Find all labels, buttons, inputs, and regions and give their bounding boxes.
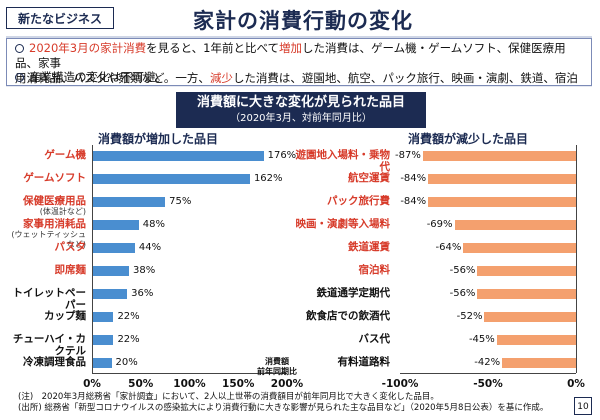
increase-category-label: カップ麺 xyxy=(44,310,86,322)
decrease-category-label: 有料道路料 xyxy=(337,356,391,368)
summary-text: した消費は、ゲーム機・ゲームソフト、保健医療用品、家事 xyxy=(15,41,566,70)
left-axis-note: 消費額 前年同期比 xyxy=(257,357,297,376)
decrease-bar xyxy=(463,243,576,253)
chart-banner-title: 消費額に大きな変化が見られた品目 xyxy=(196,95,405,110)
page-number: 10 xyxy=(574,397,592,415)
increase-value-label: 48% xyxy=(142,219,166,230)
increase-value-label: 36% xyxy=(131,288,154,299)
increase-value-label: 22% xyxy=(117,311,140,322)
increase-bar xyxy=(92,243,135,253)
increase-bar xyxy=(92,220,139,230)
decrease-bar xyxy=(428,197,576,207)
increase-bar xyxy=(92,266,130,276)
right-chart-title: 消費額が減少した品目 xyxy=(408,132,529,146)
increase-value-label: 44% xyxy=(138,242,162,253)
decrease-bar xyxy=(422,151,576,161)
decrease-bar xyxy=(428,174,576,184)
decrease-category-label: 映画・演劇等入場料 xyxy=(295,218,391,230)
decrease-category-label: バス代 xyxy=(358,333,391,345)
increase-category-label: 即席麺 xyxy=(54,264,87,276)
increase-axis-tick: 100% xyxy=(173,378,206,390)
increase-value-label: 22% xyxy=(117,334,140,345)
increase-axis-tick: 150% xyxy=(222,378,255,390)
summary-bullet-1: 2020年3月の家計消費を見ると、1年前と比べて増加した消費は、ゲーム機・ゲーム… xyxy=(15,41,585,101)
increase-value-label: 162% xyxy=(253,173,283,184)
increase-bar xyxy=(92,358,112,368)
summary-box: 2020年3月の家計消費を見ると、1年前と比べて増加した消費は、ゲーム機・ゲーム… xyxy=(6,38,592,100)
increase-category-label: 冷凍調理食品 xyxy=(23,356,86,368)
footnote-2: (出所) 総務省「新型コロナウイルスの感染拡大により消費行動に大きな影響が見られ… xyxy=(18,403,549,413)
increase-axis-line xyxy=(92,373,287,374)
increase-category-label: 家事用消耗品 xyxy=(23,218,86,230)
increase-axis-baseline xyxy=(92,145,93,373)
decrease-value-label: -56% xyxy=(447,265,476,277)
increase-bar xyxy=(92,197,166,207)
decrease-value-label: -87% xyxy=(392,150,421,162)
bullet-circle-icon xyxy=(15,73,24,82)
decrease-bar xyxy=(496,335,576,345)
summary-highlight-decrease: 減少 xyxy=(209,71,233,85)
increase-category-note: (ウェットティッシュなど) xyxy=(11,230,86,249)
section-tag: 新たなビジネス xyxy=(6,7,114,29)
increase-bar xyxy=(92,151,264,161)
increase-category-label: ゲームソフト xyxy=(23,172,86,184)
summary-text: 用消耗品、パスタや麺類など。一方、 xyxy=(15,71,210,85)
footnote-1: (注) 2020年3月総務省「家計調査」において、2人以上世帯の消費額目が前年同… xyxy=(18,392,439,402)
increase-bar xyxy=(92,335,114,345)
summary-bullet-2: 産業構造の変化は不可避。 xyxy=(15,70,585,85)
decrease-value-label: -84% xyxy=(398,173,427,185)
summary-text: を見ると、1年前と比べて xyxy=(146,41,279,55)
decrease-value-label: -52% xyxy=(454,311,483,323)
decrease-category-label: 飲食店での飲酒代 xyxy=(306,310,390,322)
page-title: 家計の消費行動の変化 xyxy=(193,9,413,33)
decrease-value-label: -69% xyxy=(424,219,453,231)
decrease-category-label: 鉄道通学定期代 xyxy=(316,287,391,299)
decrease-value-label: -64% xyxy=(433,242,462,254)
bullet-circle-icon xyxy=(15,44,24,53)
decrease-category-label: 航空運賃 xyxy=(348,172,390,184)
increase-category-label: ゲーム機 xyxy=(44,149,86,161)
increase-axis-tick: 200% xyxy=(270,378,304,390)
decrease-bar xyxy=(502,358,576,368)
increase-axis-tick: 50% xyxy=(128,378,154,390)
increase-bar xyxy=(92,289,128,299)
increase-category-label: チューハイ・カクテル xyxy=(12,333,86,357)
increase-category-label: トイレットペーパー xyxy=(12,287,87,311)
chart-banner: 消費額に大きな変化が見られた品目 （2020年3月、対前年同月比） xyxy=(176,92,426,128)
left-chart-title: 消費額が増加した品目 xyxy=(98,132,219,146)
decrease-category-label: 鉄道運賃 xyxy=(348,241,390,253)
decrease-value-label: -84% xyxy=(398,196,427,208)
decrease-axis-tick: 0% xyxy=(567,378,585,390)
title-divider xyxy=(6,36,592,38)
decrease-category-label: 宿泊料 xyxy=(358,264,391,276)
summary-highlight-period: 2020年3月の家計消費 xyxy=(29,41,147,55)
summary-text: 産業構造の変化は不可避。 xyxy=(29,70,167,84)
increase-value-label: 75% xyxy=(169,196,192,207)
increase-value-label: 38% xyxy=(133,265,156,276)
decrease-bar xyxy=(477,289,576,299)
decrease-axis-tick: -50% xyxy=(473,378,503,390)
decrease-bar xyxy=(454,220,576,230)
decrease-bar xyxy=(484,312,576,322)
increase-category-note: (体温計など) xyxy=(39,207,86,216)
increase-bar xyxy=(92,312,114,322)
summary-highlight-increase: 増加 xyxy=(279,41,302,55)
decrease-category-label: 遊園地入場料・乗物代 xyxy=(295,149,391,173)
increase-axis-tick: 0% xyxy=(83,378,101,390)
increase-bar xyxy=(92,174,250,184)
increase-value-label: 176% xyxy=(267,150,297,161)
decrease-axis-tick: -100% xyxy=(381,378,419,390)
decrease-value-label: -56% xyxy=(447,288,476,300)
increase-category-label: パスタ xyxy=(54,241,87,253)
decrease-value-label: -45% xyxy=(466,334,495,346)
decrease-category-label: パック旅行費 xyxy=(327,195,390,207)
decrease-axis-line xyxy=(400,373,576,374)
chart-banner-subtitle: （2020年3月、対前年同月比） xyxy=(230,113,372,124)
decrease-bar xyxy=(477,266,576,276)
increase-category-label: 保健医療用品 xyxy=(23,195,86,207)
increase-value-label: 20% xyxy=(115,357,138,368)
decrease-axis-baseline xyxy=(576,145,577,373)
decrease-value-label: -42% xyxy=(472,357,501,369)
